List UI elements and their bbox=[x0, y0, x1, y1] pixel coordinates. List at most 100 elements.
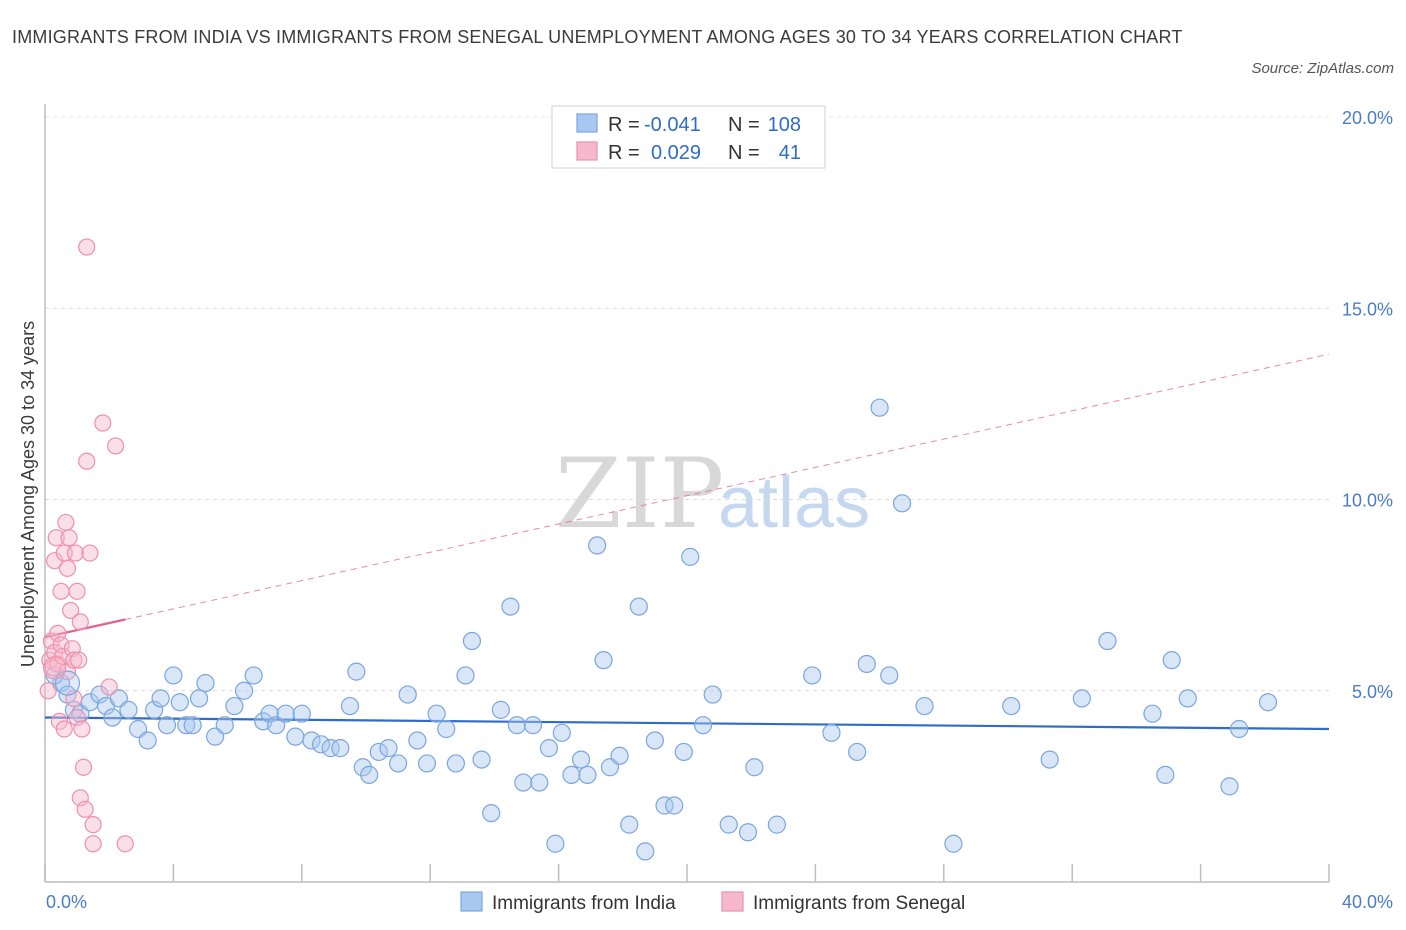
legend-senegal-r-label: R = bbox=[608, 142, 640, 164]
india-point bbox=[822, 723, 841, 742]
senegal-point bbox=[100, 678, 118, 696]
india-point bbox=[427, 704, 446, 723]
legend-india-swatch bbox=[576, 113, 598, 133]
india-point bbox=[482, 804, 501, 823]
india-point bbox=[151, 689, 170, 708]
india-point bbox=[177, 716, 196, 735]
senegal-point bbox=[76, 800, 94, 818]
india-point bbox=[1178, 689, 1197, 708]
legend-senegal-swatch bbox=[576, 141, 598, 161]
india-point bbox=[693, 716, 713, 735]
india-point bbox=[620, 815, 639, 834]
india-point bbox=[745, 758, 764, 777]
senegal-point bbox=[73, 720, 91, 738]
senegal-point bbox=[58, 559, 77, 577]
india-point bbox=[379, 739, 398, 758]
axes bbox=[44, 104, 1330, 883]
watermark: ZIP atlas bbox=[555, 438, 870, 550]
india-point bbox=[260, 704, 279, 723]
india-point bbox=[170, 693, 189, 712]
india-point bbox=[944, 834, 963, 853]
india-point bbox=[321, 739, 340, 758]
india-point bbox=[665, 796, 684, 815]
india-point bbox=[225, 696, 244, 716]
india-point bbox=[215, 716, 234, 735]
india-point bbox=[571, 750, 591, 769]
india-point bbox=[594, 651, 613, 670]
india-point bbox=[398, 685, 417, 704]
senegal-point bbox=[68, 582, 86, 600]
india-point bbox=[880, 666, 899, 685]
senegal-point bbox=[57, 513, 75, 532]
india-point bbox=[703, 685, 722, 704]
india-point bbox=[234, 681, 254, 700]
india-point bbox=[103, 708, 122, 727]
india-point bbox=[311, 735, 331, 754]
chart-title: IMMIGRANTS FROM INDIA VS IMMIGRANTS FROM… bbox=[12, 27, 1183, 47]
india-point bbox=[738, 823, 758, 842]
trend-line-india bbox=[44, 716, 1330, 731]
india-point bbox=[417, 754, 437, 773]
india-point bbox=[119, 700, 138, 719]
india-point bbox=[1143, 704, 1162, 723]
legend-stats: R = -0.041 N = 108 R = 0.029 N = 41 bbox=[551, 105, 826, 169]
india-point bbox=[340, 696, 360, 716]
india-point bbox=[456, 666, 475, 685]
india-point bbox=[1220, 777, 1239, 796]
chart-source: Source: ZipAtlas.com bbox=[1251, 60, 1394, 77]
senegal-point bbox=[78, 238, 96, 256]
data-points bbox=[39, 238, 1278, 861]
india-point bbox=[286, 727, 305, 746]
india-point bbox=[360, 765, 379, 785]
senegal-point bbox=[94, 414, 112, 432]
legend-senegal-n-value: 41 bbox=[779, 142, 801, 164]
gridlines bbox=[45, 116, 1329, 692]
india-point bbox=[870, 398, 889, 417]
x-tick-label-max: 40.0% bbox=[1342, 892, 1393, 912]
legend-senegal-n-label: N = bbox=[728, 142, 760, 164]
senegal-point-large bbox=[43, 656, 67, 680]
india-point bbox=[674, 742, 693, 762]
y-tick-label: 20.0% bbox=[1342, 108, 1393, 128]
y-tick-label: 5.0% bbox=[1352, 682, 1393, 702]
india-point bbox=[389, 754, 408, 773]
india-point bbox=[655, 796, 674, 815]
senegal-point bbox=[107, 437, 125, 455]
india-point bbox=[546, 834, 565, 853]
watermark-zip: ZIP bbox=[555, 438, 724, 550]
senegal-point bbox=[52, 582, 70, 600]
india-point bbox=[915, 696, 934, 716]
india-point bbox=[1230, 719, 1249, 739]
india-point bbox=[1040, 750, 1059, 769]
india-point bbox=[636, 842, 655, 861]
senegal-point bbox=[47, 529, 65, 547]
india-point bbox=[302, 731, 321, 750]
india-point bbox=[530, 773, 549, 792]
india-point bbox=[501, 597, 520, 616]
india-point bbox=[857, 654, 876, 674]
senegal-point bbox=[116, 835, 134, 853]
senegal-point bbox=[71, 613, 89, 631]
india-point bbox=[507, 716, 526, 735]
india-point bbox=[681, 547, 700, 566]
india-point bbox=[803, 666, 822, 685]
india-point bbox=[523, 716, 543, 735]
india-point bbox=[1002, 696, 1021, 716]
india-point bbox=[892, 494, 912, 513]
legend-india-n-value: 108 bbox=[768, 114, 801, 136]
senegal-point bbox=[65, 651, 83, 669]
senegal-point bbox=[84, 835, 102, 853]
india-point bbox=[292, 704, 311, 723]
india-point bbox=[610, 746, 629, 765]
x-tick-label-min: 0.0% bbox=[46, 892, 87, 912]
y-tick-label: 10.0% bbox=[1342, 491, 1393, 511]
legend-series-india-label: Immigrants from India bbox=[492, 893, 676, 914]
india-point bbox=[145, 700, 164, 719]
x-tick-labels: 0.0% 40.0% bbox=[46, 892, 1393, 912]
india-point bbox=[196, 673, 215, 693]
trend-line-senegal-dashed bbox=[125, 353, 1330, 620]
india-point bbox=[462, 631, 482, 651]
y-tick-label: 15.0% bbox=[1342, 299, 1393, 319]
india-point bbox=[848, 742, 867, 762]
